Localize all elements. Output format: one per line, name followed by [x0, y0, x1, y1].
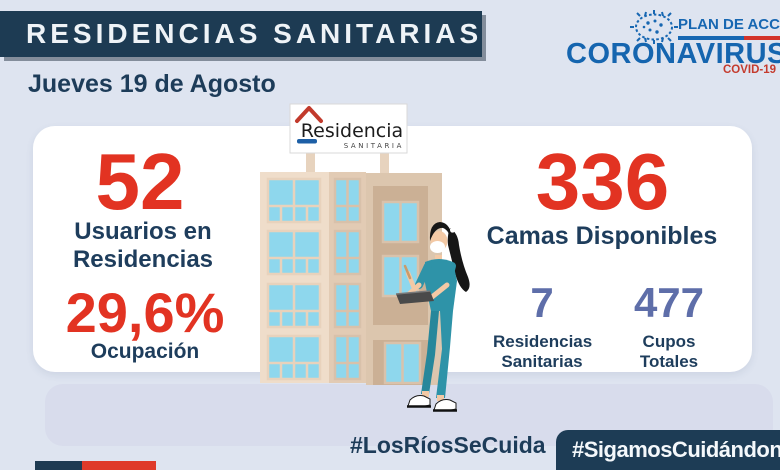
sign-subtitle: SANITARIA — [344, 142, 404, 150]
virus-icon — [630, 10, 678, 44]
users-label-line2: Residencias — [72, 246, 214, 273]
residences-label: Residencias Sanitarias — [493, 332, 593, 371]
beds-label: Camas Disponibles — [486, 222, 718, 250]
residence-sign: Residencia SANITARIA — [289, 103, 408, 154]
users-label-line1: Usuarios en — [74, 218, 212, 245]
hashtag-sigamos-box: #SigamosCuidándonos — [556, 430, 780, 470]
header-bar: RESIDENCIAS SANITARIAS — [0, 11, 482, 57]
occupancy-label: Ocupación — [90, 340, 200, 363]
plan-underline — [678, 36, 780, 40]
nurse-illustration — [395, 222, 470, 412]
users-label: Usuarios en Residencias — [38, 218, 248, 274]
date-label: Jueves 19 de Agosto — [28, 70, 276, 98]
hashtag-losrios: #LosRíosSeCuida — [350, 432, 546, 458]
beds-count: 336 — [535, 137, 670, 226]
covid-label: COVID-19 — [723, 64, 777, 76]
residences-stat: 7 Residencias Sanitarias — [493, 279, 593, 372]
hashtag-sigamos-label: #SigamosCuidándonos — [572, 437, 780, 462]
slots-count: 477 — [633, 279, 705, 326]
occupancy-value: 29,6% — [65, 281, 225, 344]
roof-icon — [295, 106, 323, 123]
users-count: 52 — [95, 137, 185, 226]
gobierno-logo-bar-red — [82, 461, 156, 470]
coronavirus-label: CORONAVIRUS — [566, 38, 780, 70]
gobierno-logo-bar-navy — [35, 461, 82, 470]
underline-red — [744, 36, 780, 40]
slots-stat: 477 Cupos Totales — [618, 282, 720, 372]
page-title: RESIDENCIAS SANITARIAS — [26, 18, 483, 49]
residences-count: 7 — [530, 279, 554, 326]
residence-building-illustration: Residencia SANITARIA — [260, 103, 470, 412]
underline-blue — [678, 36, 744, 40]
sign-title: Residencia — [301, 120, 403, 142]
slots-label: Cupos Totales — [639, 332, 699, 371]
plan-label: PLAN DE ACCIÓN — [678, 16, 780, 33]
